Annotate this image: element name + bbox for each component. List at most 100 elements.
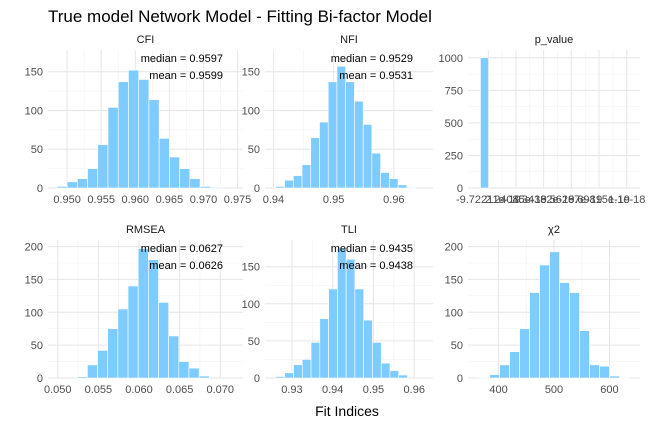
histogram-bar [372, 342, 382, 379]
y-tick-label: 150 [242, 67, 260, 79]
histogram-bar [179, 168, 191, 189]
y-tick-label: 1000 [439, 53, 463, 65]
y-tick-label: 100 [25, 307, 43, 319]
x-tick-label: 0.95 [363, 384, 384, 396]
x-tick-label: -9.72211e-19 [456, 194, 521, 206]
histogram-bar [371, 152, 381, 189]
histogram-bar [539, 264, 550, 379]
histogram-bar [199, 186, 211, 189]
x-axis-label: Fit Indices [315, 403, 379, 419]
x-tick-label: 0.955 [87, 194, 115, 206]
histogram-bar [169, 156, 180, 189]
histogram-bar [293, 175, 303, 189]
x-tick-label: 0.975 [224, 194, 252, 206]
x-tick-label: 0.95 [323, 194, 344, 206]
y-tick-label: 100 [242, 105, 260, 117]
median-annotation: median = 0.9435 [331, 243, 413, 255]
histogram-bar [380, 362, 391, 379]
histogram-bar [107, 328, 119, 379]
facet-strip-label: p_value [535, 34, 574, 46]
histogram-bar [76, 376, 88, 379]
mean-annotation: mean = 0.9599 [149, 70, 223, 82]
y-tick-label: 150 [25, 274, 43, 286]
x-tick-label: 0.970 [190, 194, 218, 206]
histogram-bar [198, 375, 210, 379]
histogram-bar [148, 99, 160, 189]
x-tick-label: 0.055 [85, 384, 113, 396]
median-annotation: median = 0.9529 [331, 53, 413, 65]
mean-annotation: mean = 0.9531 [339, 70, 413, 82]
y-tick-label: 0 [254, 183, 260, 195]
facet-strip-label: RMSEA [126, 224, 166, 236]
histogram-bar [397, 184, 408, 189]
histogram-bar [128, 69, 139, 189]
histogram-bar [188, 367, 200, 379]
facet-strip-label: TLI [341, 224, 357, 236]
y-tick-label: 0 [457, 373, 463, 385]
x-tick-label: 0.94 [322, 384, 343, 396]
histogram-bar [328, 288, 338, 379]
histogram-bar [363, 319, 373, 379]
y-tick-label: 150 [445, 274, 463, 286]
histogram-bar [489, 374, 500, 379]
histogram-bar [509, 351, 520, 379]
histogram-bar [327, 81, 338, 189]
median-annotation: median = 0.9597 [141, 53, 223, 65]
x-tick-label: 0.060 [125, 384, 153, 396]
x-tick-label: 0.96 [404, 384, 425, 396]
x-tick-label: 0.950 [53, 194, 81, 206]
histogram-bar [66, 181, 78, 189]
histogram-bar [284, 372, 294, 379]
histogram-bar [345, 258, 356, 379]
histogram-bar [107, 107, 119, 189]
histogram-bar [619, 377, 630, 379]
facet-strip-label: NFI [340, 34, 358, 46]
facet-p-value: p_value 0 250 500 750 1000 -9.72211e-192.24085… [439, 34, 646, 206]
mean-annotation: mean = 0.0626 [149, 260, 223, 272]
x-tick-label: 0.960 [122, 194, 150, 206]
y-tick-label: 750 [445, 85, 463, 97]
x-tick-label: 500 [545, 384, 563, 396]
histogram-bar [310, 342, 321, 379]
histogram-bar [479, 377, 490, 379]
histogram-bar [158, 302, 169, 379]
y-tick-label: 0 [37, 183, 43, 195]
histogram-bar [77, 178, 88, 189]
y-tick-label: 50 [248, 336, 260, 348]
y-tick-label: 250 [445, 150, 463, 162]
y-tick-label: 0 [37, 373, 43, 385]
mean-annotation: mean = 0.9438 [339, 260, 413, 272]
histogram-bar [97, 144, 109, 189]
histogram-bar [389, 178, 399, 189]
facet-tli: TLI 0 50 100 150 0.93 0.94 0.95 0.96 median = 0.9… [242, 224, 433, 396]
histogram-bar [97, 350, 109, 379]
x-tick-label: 0.050 [44, 384, 72, 396]
x-tick-label: 0.070 [206, 384, 234, 396]
histogram-bar [389, 370, 400, 379]
y-tick-label: 0 [254, 373, 260, 385]
x-tick-label: 400 [489, 384, 507, 396]
y-tick-label: 150 [25, 67, 43, 79]
histogram-bar [319, 121, 329, 189]
x-tick-label: 8.69815e-19 [568, 194, 630, 206]
x-tick-label: 1.1e-18 [608, 194, 645, 206]
y-tick-label: 100 [445, 307, 463, 319]
y-tick-label: 50 [451, 340, 463, 352]
x-tick-label: 4.34382e-19 [513, 194, 575, 206]
histogram-bar [529, 292, 540, 379]
histogram-bar [138, 79, 150, 189]
histogram-bar [589, 364, 600, 379]
histogram-bar [362, 124, 373, 189]
histogram-bar [380, 172, 390, 189]
histogram-bar [275, 376, 286, 379]
histogram-bar [519, 328, 530, 379]
y-tick-label: 150 [242, 262, 260, 274]
histogram-bar [609, 375, 620, 379]
y-tick-label: 100 [242, 299, 260, 311]
x-tick-label: 0.94 [263, 194, 284, 206]
histogram-bar [178, 361, 190, 379]
x-tick-label: 0.965 [156, 194, 184, 206]
histogram-bar [137, 248, 149, 379]
histogram-bar [189, 178, 201, 189]
